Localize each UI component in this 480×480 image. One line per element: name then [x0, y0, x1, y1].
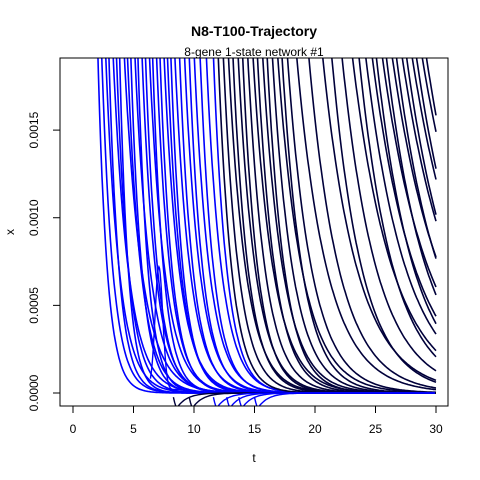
x-tick-label: 15: [248, 422, 262, 436]
series-1-line-28: [395, 58, 437, 259]
series-1-line-16: [308, 58, 437, 389]
dip-line-3: [226, 392, 435, 406]
x-tick-label: 30: [429, 422, 443, 436]
y-tick-label: 0.0000: [27, 374, 41, 411]
chart-title: N8-T100-Trajectory: [191, 23, 317, 39]
series-1-line-32: [415, 58, 437, 169]
series-1-line-33: [421, 58, 437, 132]
series-1-line-18: [331, 58, 437, 384]
bump-line: [149, 264, 184, 391]
series-1-line-21: [358, 58, 437, 358]
series-1-line-29: [401, 58, 437, 222]
y-axis: 0.0000 0.0005 0.0010 0.0015: [27, 111, 61, 411]
y-tick-label: 0.0005: [27, 287, 41, 324]
series-1-line-31: [411, 58, 437, 180]
x-tick-label: 0: [70, 422, 77, 436]
dip-line-5: [253, 392, 435, 406]
series-1-line-26: [385, 58, 437, 296]
x-axis-label: t: [252, 451, 256, 465]
series-1-line-22: [365, 58, 437, 335]
dip-line-1: [188, 392, 435, 406]
dip-line-4: [238, 392, 435, 406]
x-tick-label: 25: [369, 422, 383, 436]
x-axis: 0 5 10 15 20 25 30: [70, 405, 443, 436]
series-1-line-24: [375, 58, 437, 325]
series-1-line-25: [381, 58, 437, 288]
series-1-line-34: [425, 58, 437, 116]
y-tick-label: 0.0010: [27, 199, 41, 236]
series-1-line-20: [351, 58, 437, 352]
x-tick-label: 20: [308, 422, 322, 436]
x-tick-label: 10: [187, 422, 201, 436]
series-1-line-19: [341, 58, 437, 372]
y-tick-label: 0.0015: [27, 111, 41, 148]
x-tick-label: 5: [130, 422, 137, 436]
series-1-line-15: [296, 58, 437, 391]
series-1-line-14: [286, 58, 437, 394]
series-1-line-17: [322, 58, 437, 382]
series-1-line-23: [371, 58, 437, 317]
series-1-line-30: [405, 58, 437, 215]
series-lines: [97, 58, 437, 406]
y-axis-label: x: [3, 229, 17, 235]
chart-subtitle: 8-gene 1-state network #1: [184, 45, 324, 59]
